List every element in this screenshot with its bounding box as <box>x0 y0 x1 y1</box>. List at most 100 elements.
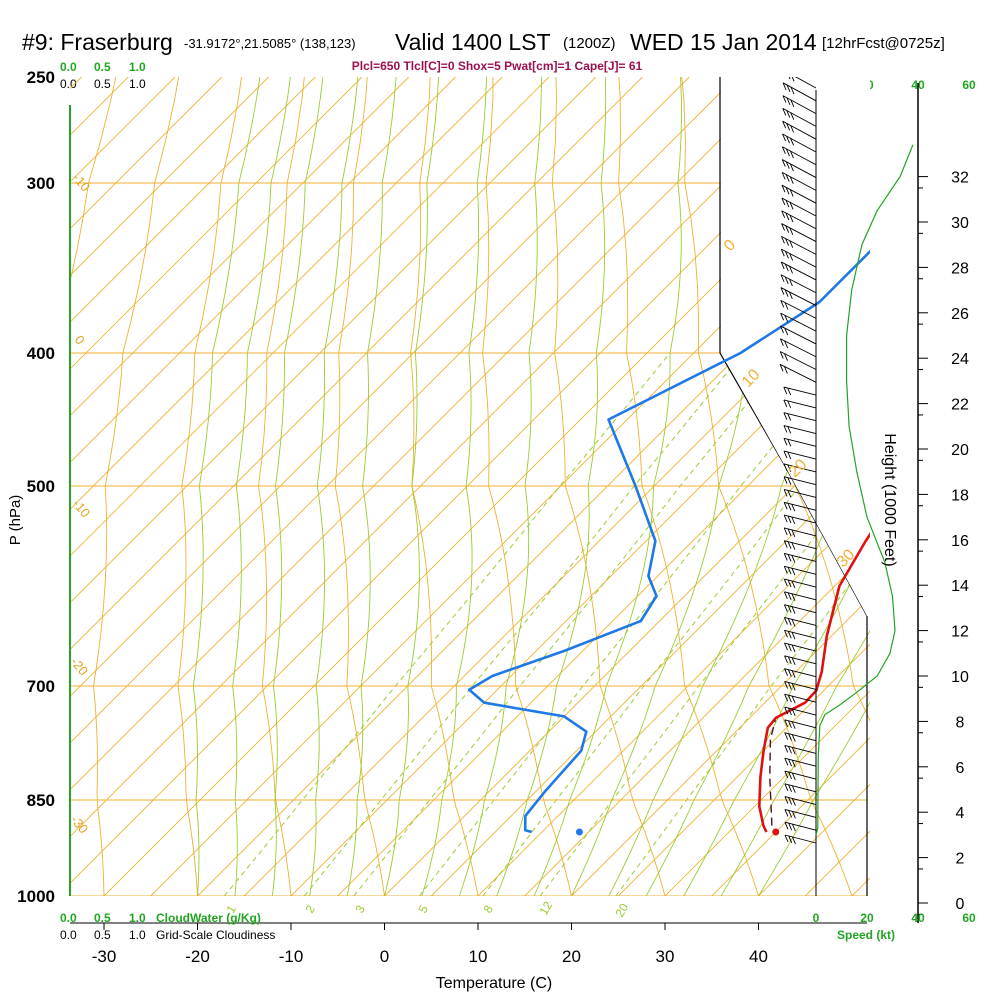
wind-barb-flag <box>789 253 794 261</box>
wind-barb-flag <box>791 657 796 665</box>
height-tick-label: 0 <box>956 896 965 913</box>
dry-adiabat-line <box>93 77 180 896</box>
wind-barb <box>783 437 817 447</box>
wind-barb-flag <box>783 566 788 574</box>
wind-barb-flag <box>788 759 792 767</box>
wind-barb-flag <box>779 338 784 346</box>
wind-barb-flag <box>788 746 792 754</box>
wind-barb <box>782 120 817 140</box>
wind-barb-flag <box>783 502 788 510</box>
wind-barb-shaft <box>784 796 817 806</box>
wind-barb-flag <box>787 426 792 434</box>
wind-barb-flag <box>783 489 788 497</box>
mixing-ratio-line <box>418 352 848 896</box>
height-tick-label: 8 <box>956 714 965 731</box>
wind-barb-flag <box>791 580 796 589</box>
wind-barb-shaft <box>783 476 817 486</box>
mixing-ratio-label: 8 <box>480 902 496 915</box>
wind-barb-shaft <box>782 159 817 178</box>
temperature-trace <box>758 532 870 833</box>
isotherm-line <box>70 77 269 277</box>
wind-barb-flag <box>784 263 789 272</box>
wind-barb-flag <box>786 148 790 157</box>
bottom-speed-scale: 0 20 40 60 Speed (kt) <box>813 911 976 942</box>
dewpoint-trace <box>467 249 870 834</box>
x-axis-title: Temperature (C) <box>436 975 552 992</box>
wind-barb-shaft <box>781 171 817 191</box>
height-tick-label: 18 <box>951 487 969 504</box>
wind-barb-flag <box>781 172 786 180</box>
wind-barb-flag <box>787 477 792 485</box>
wind-barb-flag <box>785 187 790 195</box>
wind-barb-flag <box>791 529 796 537</box>
surface-dewpoint-dot <box>575 828 583 836</box>
mixing-ratio-label: 3 <box>352 902 368 915</box>
wind-barb-flag <box>789 278 793 287</box>
wind-barb <box>784 744 817 755</box>
wind-barb-flag <box>783 463 788 472</box>
moist-adiabat-line <box>496 77 607 896</box>
wind-barb-flag <box>791 619 796 627</box>
wind-barbs <box>779 77 817 845</box>
wind-barb-shaft <box>784 629 817 639</box>
cloudwater-label: CloudWater (g/Kg) <box>156 911 261 925</box>
bottom-left-scales: 0.0 0.5 1.0 CloudWater (g/Kg) 0.0 0.5 1.… <box>60 911 275 942</box>
wind-barb-flag <box>779 351 784 359</box>
parcel-trace <box>769 720 776 826</box>
wind-barb-flag <box>787 605 792 613</box>
wind-barb <box>782 82 817 102</box>
wind-barb-shaft <box>782 146 817 166</box>
wind-barb <box>781 184 817 204</box>
wind-barb-flag <box>791 542 796 550</box>
wind-barb <box>784 655 817 665</box>
wind-barb-flag <box>788 784 793 792</box>
wind-barb-flag <box>784 315 789 323</box>
wind-barb-flag <box>782 133 786 142</box>
top-speed-tick: 60 <box>962 78 976 92</box>
wind-barb-shaft <box>782 95 817 114</box>
height-tick-label: 16 <box>951 533 969 550</box>
isotherm-line <box>617 643 870 896</box>
dry-adiabat-line <box>551 77 666 896</box>
mixing-ratio-line <box>223 352 671 896</box>
wind-barb-flag <box>791 606 796 614</box>
wind-barb-shaft <box>784 655 817 665</box>
wind-barb-flag <box>783 591 788 600</box>
wind-barb-flag <box>791 734 796 742</box>
wind-barb-flag <box>784 353 788 361</box>
x-tick-label: 30 <box>656 947 675 966</box>
top-cloudiness-tick: 1.0 <box>129 77 146 91</box>
wind-barb <box>783 604 817 614</box>
wind-barb-flag <box>785 225 790 233</box>
dry-adiabat-line <box>410 77 479 896</box>
dry-adiabat-line <box>482 77 572 896</box>
dry-adiabat-label: -10 <box>70 496 94 520</box>
wind-barb-flag <box>784 834 789 843</box>
wind-barb-shaft <box>780 312 817 332</box>
moist-adiabat-line <box>384 77 440 896</box>
wind-barb <box>780 261 817 281</box>
wind-barb-flag <box>784 630 788 638</box>
wind-barb-flag <box>789 240 794 248</box>
wind-barb <box>784 783 817 793</box>
wind-barb <box>781 159 817 178</box>
wind-barb <box>783 501 817 512</box>
wind-barb <box>782 95 817 114</box>
wind-barb <box>784 834 817 845</box>
wind-barb-flag <box>791 695 796 704</box>
wind-barb-flag <box>787 400 792 409</box>
wind-barb-shaft <box>780 261 817 281</box>
wind-barb <box>784 719 817 729</box>
wind-barb-shaft <box>784 591 817 601</box>
mixing-ratio-label: 12 <box>536 899 555 918</box>
wind-barb <box>784 796 817 806</box>
wind-barb <box>779 338 817 358</box>
wind-barb-shaft <box>784 681 817 690</box>
pressure-tick-label: 700 <box>27 677 55 696</box>
pressure-tick-label: 1000 <box>17 887 55 906</box>
x-tick-label: 20 <box>562 947 581 966</box>
moist-adiabat-line <box>533 77 682 896</box>
height-tick-label: 6 <box>956 760 965 777</box>
wind-barb-shaft <box>781 197 817 217</box>
wind-barb-flag <box>783 553 788 561</box>
